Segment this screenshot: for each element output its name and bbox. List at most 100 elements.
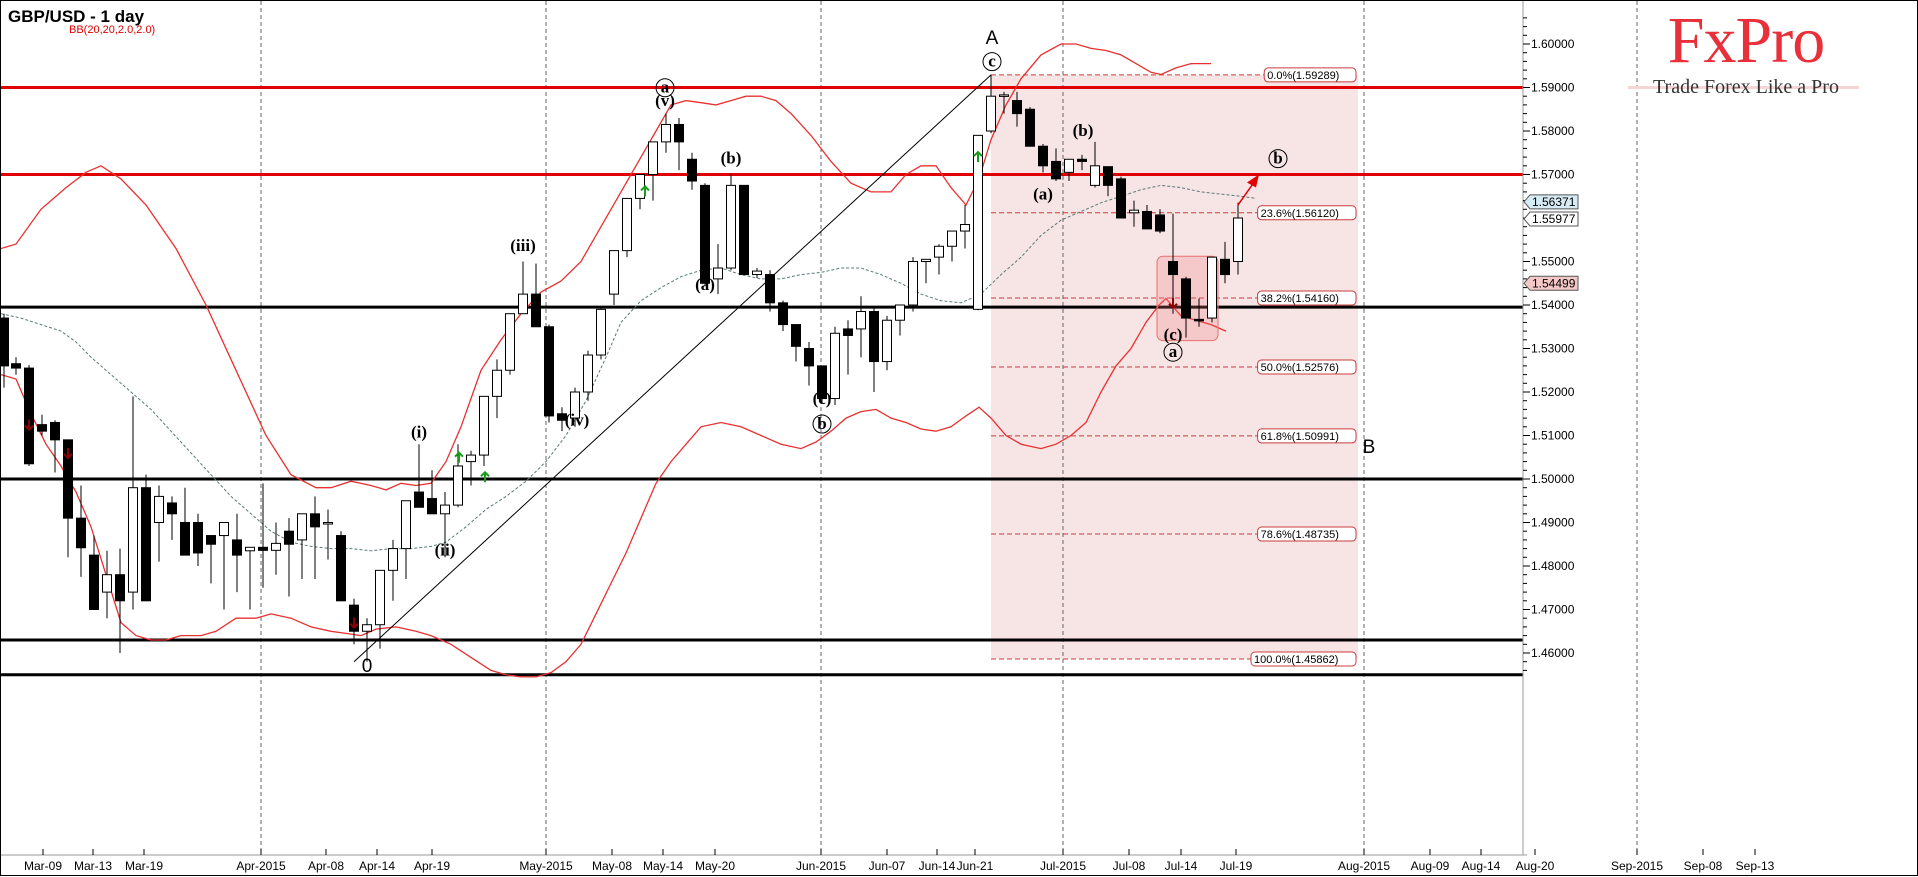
fxpro-logo: FxPro Trade Forex Like a Pro xyxy=(1641,7,1851,98)
candle-bullish xyxy=(245,546,255,552)
candle-bullish xyxy=(479,395,489,456)
fib-level-label: 0.0%(1.59289) xyxy=(1267,70,1339,82)
candle-bullish xyxy=(1233,217,1243,262)
candle-bearish xyxy=(1194,318,1204,322)
wave-label: (b) xyxy=(721,149,742,168)
candle-bullish xyxy=(453,465,463,506)
candle-bullish xyxy=(635,174,645,199)
price-axis-label: 1.47000 xyxy=(1531,603,1575,617)
wave-label: (iv) xyxy=(565,410,590,429)
candle-bullish xyxy=(934,245,944,258)
arrow-head-icon xyxy=(454,451,464,458)
candle-bullish xyxy=(154,495,164,523)
candle-bullish xyxy=(518,293,528,315)
candle-bullish xyxy=(609,250,619,295)
candle-bearish xyxy=(778,302,788,326)
candle-bullish xyxy=(1090,165,1100,186)
candle-bullish xyxy=(596,308,606,356)
price-tag xyxy=(1523,211,1579,227)
arrow-head-icon xyxy=(63,453,73,460)
candle-bullish xyxy=(830,332,840,400)
candle-bearish xyxy=(1025,108,1035,147)
fib-level-label: 61.8%(1.50991) xyxy=(1261,431,1339,443)
time-axis-label: Jul-08 xyxy=(1113,859,1146,873)
price-axis-label: 1.46000 xyxy=(1531,646,1575,660)
candle-bearish xyxy=(869,311,879,363)
arrow-head-icon xyxy=(349,622,359,629)
candle-bullish xyxy=(895,304,905,321)
candle-bullish xyxy=(622,197,632,252)
time-axis-label: Mar-13 xyxy=(74,859,112,873)
candle-bullish xyxy=(960,224,970,232)
indicator-label: BB(20,20,2.0,2.0) xyxy=(69,24,156,36)
candle-bearish xyxy=(1142,210,1152,230)
fib-label-box xyxy=(1257,205,1357,221)
fib-label-box xyxy=(1250,651,1357,667)
wave-label: a xyxy=(1169,342,1178,361)
candle-bullish xyxy=(583,354,593,393)
bollinger-upper-band xyxy=(1,43,1211,491)
candle-bullish xyxy=(271,542,281,551)
time-axis-label: Aug-14 xyxy=(1462,859,1501,873)
candle-bearish xyxy=(50,421,60,441)
time-axis-label: Sep-08 xyxy=(1684,859,1723,873)
candle-bullish xyxy=(128,487,138,593)
candle-bullish xyxy=(1129,209,1139,214)
candle-bearish xyxy=(804,348,814,367)
price-axis-label: 1.54000 xyxy=(1531,298,1575,312)
fib-label-box xyxy=(1257,359,1357,375)
wave-label-major: A xyxy=(986,28,999,49)
candle-bearish xyxy=(141,487,151,602)
fib-level-label: 38.2%(1.54160) xyxy=(1261,293,1339,305)
price-axis-label: 1.59000 xyxy=(1531,81,1575,95)
candle-bearish xyxy=(1012,100,1022,115)
candle-bearish xyxy=(258,546,268,551)
time-axis-label: May-08 xyxy=(592,859,632,873)
wave-label-circle xyxy=(1268,149,1288,169)
bollinger-lower-band xyxy=(1,297,1227,678)
fib-level-label: 23.6%(1.56120) xyxy=(1261,208,1339,220)
price-tag-value: 1.54499 xyxy=(1532,276,1576,290)
candle-bullish xyxy=(752,270,762,276)
candle-bearish xyxy=(843,328,853,336)
candle-bearish xyxy=(739,184,749,276)
time-axis-label: Apr-14 xyxy=(359,859,395,873)
time-axis-label: Aug-20 xyxy=(1516,859,1555,873)
fib-level-label: 78.6%(1.48735) xyxy=(1261,529,1339,541)
candle-bullish xyxy=(323,522,333,525)
candle-bearish xyxy=(544,326,554,417)
candle-bearish xyxy=(1116,178,1126,219)
wave-label-major: B xyxy=(1363,437,1376,458)
candle-bearish xyxy=(89,554,99,610)
price-tag xyxy=(1523,194,1579,210)
candle-bearish xyxy=(63,439,73,519)
candle-bullish xyxy=(362,624,372,632)
price-axis-label: 1.51000 xyxy=(1531,429,1575,443)
price-axis-label: 1.50000 xyxy=(1531,472,1575,486)
candle-bullish xyxy=(986,95,996,132)
time-axis-label: Apr-08 xyxy=(308,859,344,873)
candle-bullish xyxy=(882,319,892,363)
time-axis-label: Aug-09 xyxy=(1411,859,1450,873)
candle-bearish xyxy=(1220,258,1230,276)
candle-bullish xyxy=(1064,158,1074,173)
fib-label-box xyxy=(1257,526,1357,542)
fib-label-box xyxy=(1257,428,1357,444)
candle-bearish xyxy=(1155,214,1165,232)
fib-label-box xyxy=(1257,290,1357,306)
wave-label: b xyxy=(1273,149,1282,168)
candle-bearish xyxy=(1168,261,1178,276)
time-axis-label: Jun-21 xyxy=(957,859,994,873)
candle-bullish xyxy=(466,454,476,463)
candle-bullish xyxy=(1207,256,1217,319)
wave-label-circle xyxy=(655,78,675,98)
time-axis-label: Aug-2015 xyxy=(1338,859,1390,873)
time-axis-label: Jun-14 xyxy=(919,859,956,873)
wave-label-circle xyxy=(1163,342,1183,362)
candle-bearish xyxy=(557,413,567,421)
candle-bullish xyxy=(999,94,1009,97)
time-axis-label: Jun-2015 xyxy=(796,859,846,873)
candle-bullish xyxy=(492,369,502,397)
wave-label: (ii) xyxy=(435,541,456,560)
